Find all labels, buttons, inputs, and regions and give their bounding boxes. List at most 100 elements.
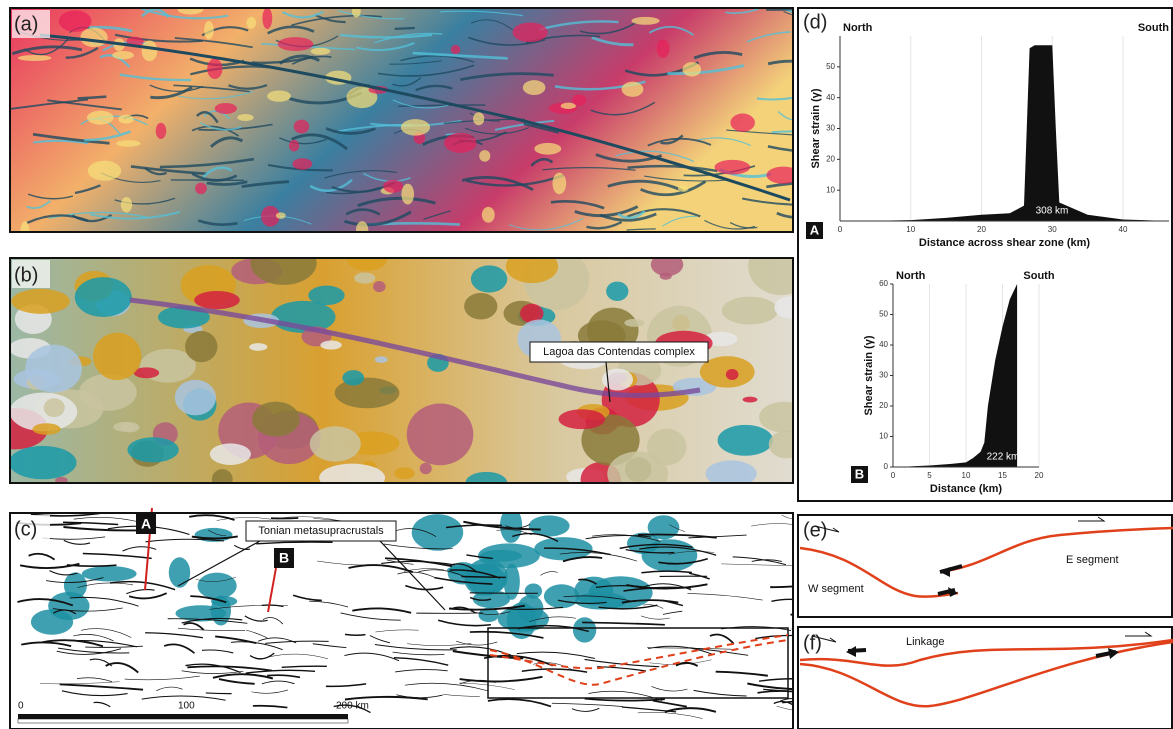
texture-spot (142, 40, 158, 61)
panel-label: (e) (803, 519, 827, 541)
segment-label: E segment (1066, 554, 1119, 566)
map-unit (394, 467, 415, 479)
texture-spot (311, 48, 331, 55)
length-label: 222 km (987, 452, 1020, 463)
texture-spot (534, 143, 561, 155)
texture-spot (18, 55, 52, 61)
texture-spot (479, 150, 490, 162)
texture-spot (292, 158, 312, 170)
metasupracrustal (82, 566, 137, 582)
map-unit (558, 409, 605, 429)
callout-text: Lagoa das Contendas complex (543, 346, 695, 358)
texture-spot (88, 161, 121, 181)
texture-spot (215, 103, 237, 114)
callout-text: Tonian metasupracrustals (258, 525, 384, 537)
map-unit (660, 273, 672, 280)
x-tick-label: 30 (1048, 225, 1057, 234)
y-tick-label: 10 (879, 432, 888, 441)
map-unit (25, 345, 82, 393)
texture-spot (352, 5, 361, 18)
texture-spot (246, 17, 256, 29)
map-unit (75, 277, 132, 317)
y-tick-label: 50 (879, 310, 888, 319)
metasupracrustal (412, 514, 464, 551)
panel-label: (b) (14, 264, 38, 286)
scale-label: 200 km (336, 701, 369, 712)
map-unit (606, 282, 628, 301)
texture-stroke (78, 97, 107, 99)
texture-spot (278, 37, 314, 51)
lineament (461, 577, 506, 578)
x-axis-label: Distance (km) (930, 483, 1002, 495)
south-label: South (1023, 270, 1054, 282)
texture-spot (267, 90, 291, 101)
texture-spot (513, 23, 548, 43)
metasupracrustal (504, 563, 520, 599)
texture-spot (276, 212, 286, 218)
north-label: North (896, 270, 926, 282)
texture-spot (451, 45, 461, 54)
profile-label: B (279, 550, 289, 566)
y-tick-label: 60 (879, 279, 888, 288)
y-tick-label: 30 (826, 124, 835, 133)
texture-spot (444, 133, 476, 153)
y-tick-label: 40 (879, 340, 888, 349)
y-tick-label: 20 (826, 154, 835, 163)
texture-spot (156, 123, 166, 139)
map-unit (464, 293, 497, 320)
texture-spot (118, 115, 134, 124)
map-unit (718, 425, 774, 456)
map-unit (127, 437, 178, 462)
map-unit (407, 404, 474, 466)
texture-spot (262, 8, 272, 29)
texture-spot (730, 114, 754, 132)
y-axis-label: Shear strain (γ) (810, 88, 822, 168)
map-unit (375, 356, 388, 363)
x-axis-label: Distance across shear zone (km) (919, 237, 1091, 249)
map-unit (44, 398, 65, 417)
profile-box-label: B (855, 466, 864, 481)
segment-label: W segment (808, 583, 864, 595)
y-axis-label: Shear strain (γ) (863, 335, 875, 415)
profile-label: A (141, 516, 151, 532)
map-unit (212, 469, 233, 489)
texture-spot (657, 39, 670, 57)
panel-label: (c) (14, 518, 37, 540)
map-unit (347, 247, 387, 270)
map-unit (320, 341, 341, 350)
linkage-label: Linkage (906, 636, 945, 648)
x-tick-label: 10 (906, 225, 915, 234)
texture-spot (87, 111, 114, 125)
map-unit (11, 289, 70, 314)
metasupracrustal (169, 557, 190, 587)
map-unit (310, 426, 361, 461)
map-unit (194, 291, 240, 309)
texture-spot (622, 82, 644, 97)
texture-spot (683, 62, 702, 76)
map-unit (252, 402, 300, 437)
x-tick-label: 10 (962, 471, 971, 480)
map-unit (743, 397, 758, 403)
metasupracrustal (31, 609, 73, 634)
map-unit (93, 333, 141, 380)
map-unit (607, 452, 668, 497)
x-tick-label: 40 (1119, 225, 1128, 234)
metasupracrustal (197, 573, 236, 599)
map-unit (210, 443, 251, 465)
scale-label: 0 (18, 701, 24, 712)
texture-spot (572, 95, 586, 106)
map-unit (33, 423, 61, 435)
y-tick-label: 20 (879, 401, 888, 410)
texture-spot (482, 207, 495, 223)
map-unit (726, 369, 739, 380)
texture-spot (59, 10, 92, 31)
x-tick-label: 0 (838, 225, 843, 234)
texture-spot (207, 59, 222, 80)
map-unit (9, 446, 77, 479)
texture-spot (204, 21, 214, 39)
texture-spot (121, 197, 132, 212)
texture-spot (237, 114, 253, 121)
map-unit (185, 331, 217, 362)
texture-spot (552, 173, 566, 195)
map-unit (471, 265, 507, 292)
